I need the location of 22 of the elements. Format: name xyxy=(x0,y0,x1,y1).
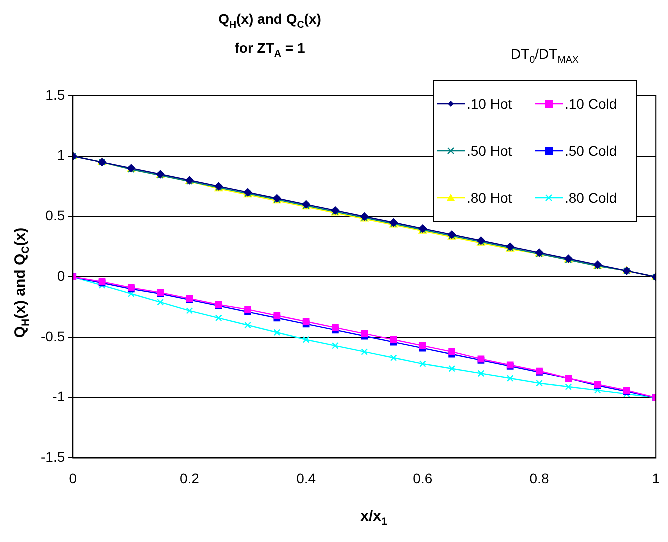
legend-label: .50 Cold xyxy=(565,142,618,159)
x-tick-label: 0.8 xyxy=(530,470,550,486)
x-axis-title: x/x$_{1}$ xyxy=(360,508,388,528)
legend-label: .80 Hot xyxy=(467,190,512,206)
x-tick-label: 1 xyxy=(652,470,660,486)
legend-title: DT$_{0}$/DT$_{MAX}$ xyxy=(510,46,580,66)
x-tick-label: 0.4 xyxy=(296,470,316,486)
legend-label: .10 Cold xyxy=(565,96,618,112)
legend-label: .50 Hot xyxy=(467,142,512,159)
x-tick-label: 0.6 xyxy=(413,470,433,486)
chart-title: Q$_{H}$(x) and Q$_{C}$(x) for ZT$_{A}$ = 1 xyxy=(218,11,322,60)
x-tick-label: 0.2 xyxy=(180,470,200,486)
y-tick-label: 1.5 xyxy=(46,86,66,103)
legend-label: .10 Hot xyxy=(467,96,512,112)
y-tick-label: -1.5 xyxy=(41,449,66,466)
x-tick-label: 0 xyxy=(69,470,78,486)
y-tick-label: -0.5 xyxy=(41,328,66,344)
y-tick-label: -1 xyxy=(52,388,66,405)
y-tick-label: 0.5 xyxy=(46,208,66,224)
legend-label: .80 Cold xyxy=(565,190,618,206)
y-tick-label: 0 xyxy=(57,268,66,284)
y-tick-label: 1 xyxy=(57,147,66,164)
